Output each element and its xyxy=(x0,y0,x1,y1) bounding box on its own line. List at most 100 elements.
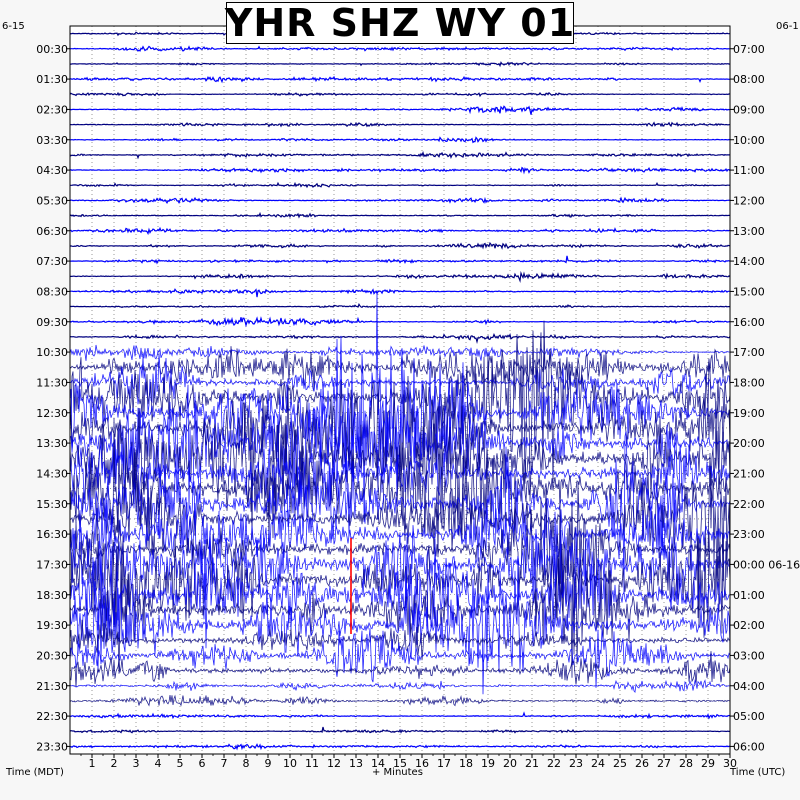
x-tick-label: 21 xyxy=(525,757,539,770)
x-tick-label: 18 xyxy=(459,757,473,770)
x-tick-label: 29 xyxy=(701,757,715,770)
left-tick-label: 20:30 xyxy=(36,649,68,662)
seismic-trace xyxy=(69,344,731,361)
seismic-trace xyxy=(69,433,731,507)
seismic-trace xyxy=(69,105,730,115)
seismic-trace xyxy=(69,150,731,160)
left-tick-label: 06:30 xyxy=(36,225,68,238)
right-tick-label: 14:00 xyxy=(733,255,765,268)
left-tick-label: 14:30 xyxy=(36,467,68,480)
seismic-trace xyxy=(69,711,731,720)
x-tick-label: 28 xyxy=(679,757,693,770)
x-axis-label: + Minutes xyxy=(372,767,423,778)
right-tick-label: 04:00 xyxy=(733,680,765,693)
seismic-trace xyxy=(69,726,731,734)
left-tick-label: 00:30 xyxy=(36,43,68,56)
x-tick-label: 2 xyxy=(111,757,118,770)
right-tick-label: 01:00 xyxy=(733,589,765,602)
x-tick-label: 12 xyxy=(327,757,341,770)
seismic-trace xyxy=(70,121,731,128)
x-tick-label: 27 xyxy=(657,757,671,770)
seismic-trace xyxy=(70,452,731,619)
seismic-trace xyxy=(69,136,731,144)
seismic-trace xyxy=(69,375,731,492)
left-tick-label: 21:30 xyxy=(36,680,68,693)
seismic-trace xyxy=(69,743,731,751)
right-tick-label: 23:00 xyxy=(733,528,765,541)
seismic-trace xyxy=(69,530,731,649)
seismic-trace xyxy=(69,91,731,98)
seismic-trace xyxy=(69,320,731,502)
x-tick-label: 7 xyxy=(221,757,228,770)
right-tick-label: 22:00 xyxy=(733,498,765,511)
left-date-label: 6-15 xyxy=(2,21,25,32)
left-tick-label: 17:30 xyxy=(36,558,68,571)
right-tick-label: 21:00 xyxy=(733,467,765,480)
seismic-trace xyxy=(69,196,731,205)
right-tick-label: 10:00 xyxy=(733,134,765,147)
left-tick-label: 04:30 xyxy=(36,164,68,177)
tick-layer: 1 2 3 4 5 6 7 8 9 10 11 12 13 14 15 16 17 18 19 20 21 22 23 24 2… xyxy=(36,43,800,770)
x-tick-label: 17 xyxy=(437,757,451,770)
right-tick-label: 18:00 xyxy=(733,376,765,389)
right-tick-label: 15:00 xyxy=(733,285,765,298)
seismic-trace xyxy=(70,181,731,189)
right-date-label: 06-1 xyxy=(776,21,799,32)
right-tick-label: 03:00 xyxy=(733,649,765,662)
left-tick-label: 11:30 xyxy=(36,376,68,389)
x-tick-label: 9 xyxy=(265,757,272,770)
right-tick-label: 06:00 xyxy=(733,740,765,753)
x-tick-label: 24 xyxy=(591,757,605,770)
seismic-trace xyxy=(69,678,731,694)
right-tick-label: 09:00 xyxy=(733,103,765,116)
trace-layer xyxy=(69,29,731,751)
left-tick-label: 12:30 xyxy=(36,407,68,420)
left-tick-label: 07:30 xyxy=(36,255,68,268)
seismic-trace xyxy=(69,61,731,68)
right-tick-label: 12:00 xyxy=(733,194,765,207)
seismic-trace xyxy=(69,302,731,309)
x-tick-label: 23 xyxy=(569,757,583,770)
right-axis-label: Time (UTC) xyxy=(730,767,786,778)
right-tick-label: 08:00 xyxy=(733,73,765,86)
seismic-trace xyxy=(69,316,731,328)
seismic-trace xyxy=(69,628,731,688)
x-tick-label: 30 xyxy=(723,757,737,770)
right-tick-label: 16:00 xyxy=(733,316,765,329)
left-axis-label: Time (MDT) xyxy=(6,767,64,778)
left-tick-label: 09:30 xyxy=(36,316,68,329)
station-title-box: YHR SHZ WY 01 xyxy=(224,1,576,45)
x-tick-label: 16 xyxy=(415,757,429,770)
right-tick-label: 00:00 06-16 xyxy=(733,558,800,571)
x-tick-label: 1 xyxy=(89,757,96,770)
left-tick-label: 22:30 xyxy=(36,710,68,723)
x-tick-label: 10 xyxy=(283,757,297,770)
x-tick-label: 5 xyxy=(177,757,184,770)
x-tick-label: 3 xyxy=(133,757,140,770)
x-tick-label: 13 xyxy=(349,757,363,770)
right-tick-label: 20:00 xyxy=(733,437,765,450)
seismic-trace xyxy=(69,555,731,695)
seismic-trace xyxy=(69,332,731,345)
x-tick-label: 19 xyxy=(481,757,495,770)
seismic-trace xyxy=(69,255,731,265)
x-tick-label: 6 xyxy=(199,757,206,770)
left-tick-label: 13:30 xyxy=(36,437,68,450)
seismic-trace xyxy=(69,270,731,284)
x-tick-label: 26 xyxy=(635,757,649,770)
seismic-trace xyxy=(70,288,731,298)
seismic-trace xyxy=(69,346,731,391)
x-tick-label: 20 xyxy=(503,757,517,770)
right-tick-label: 11:00 xyxy=(733,164,765,177)
seismic-trace xyxy=(69,694,731,707)
x-tick-label: 15 xyxy=(393,757,407,770)
left-tick-label: 19:30 xyxy=(36,619,68,632)
seismic-trace xyxy=(69,619,731,661)
x-tick-label: 14 xyxy=(371,757,385,770)
right-tick-label: 17:00 xyxy=(733,346,765,359)
station-title: YHR SHZ WY 01 xyxy=(224,1,576,45)
left-tick-label: 15:30 xyxy=(36,498,68,511)
seismic-trace xyxy=(70,75,731,84)
